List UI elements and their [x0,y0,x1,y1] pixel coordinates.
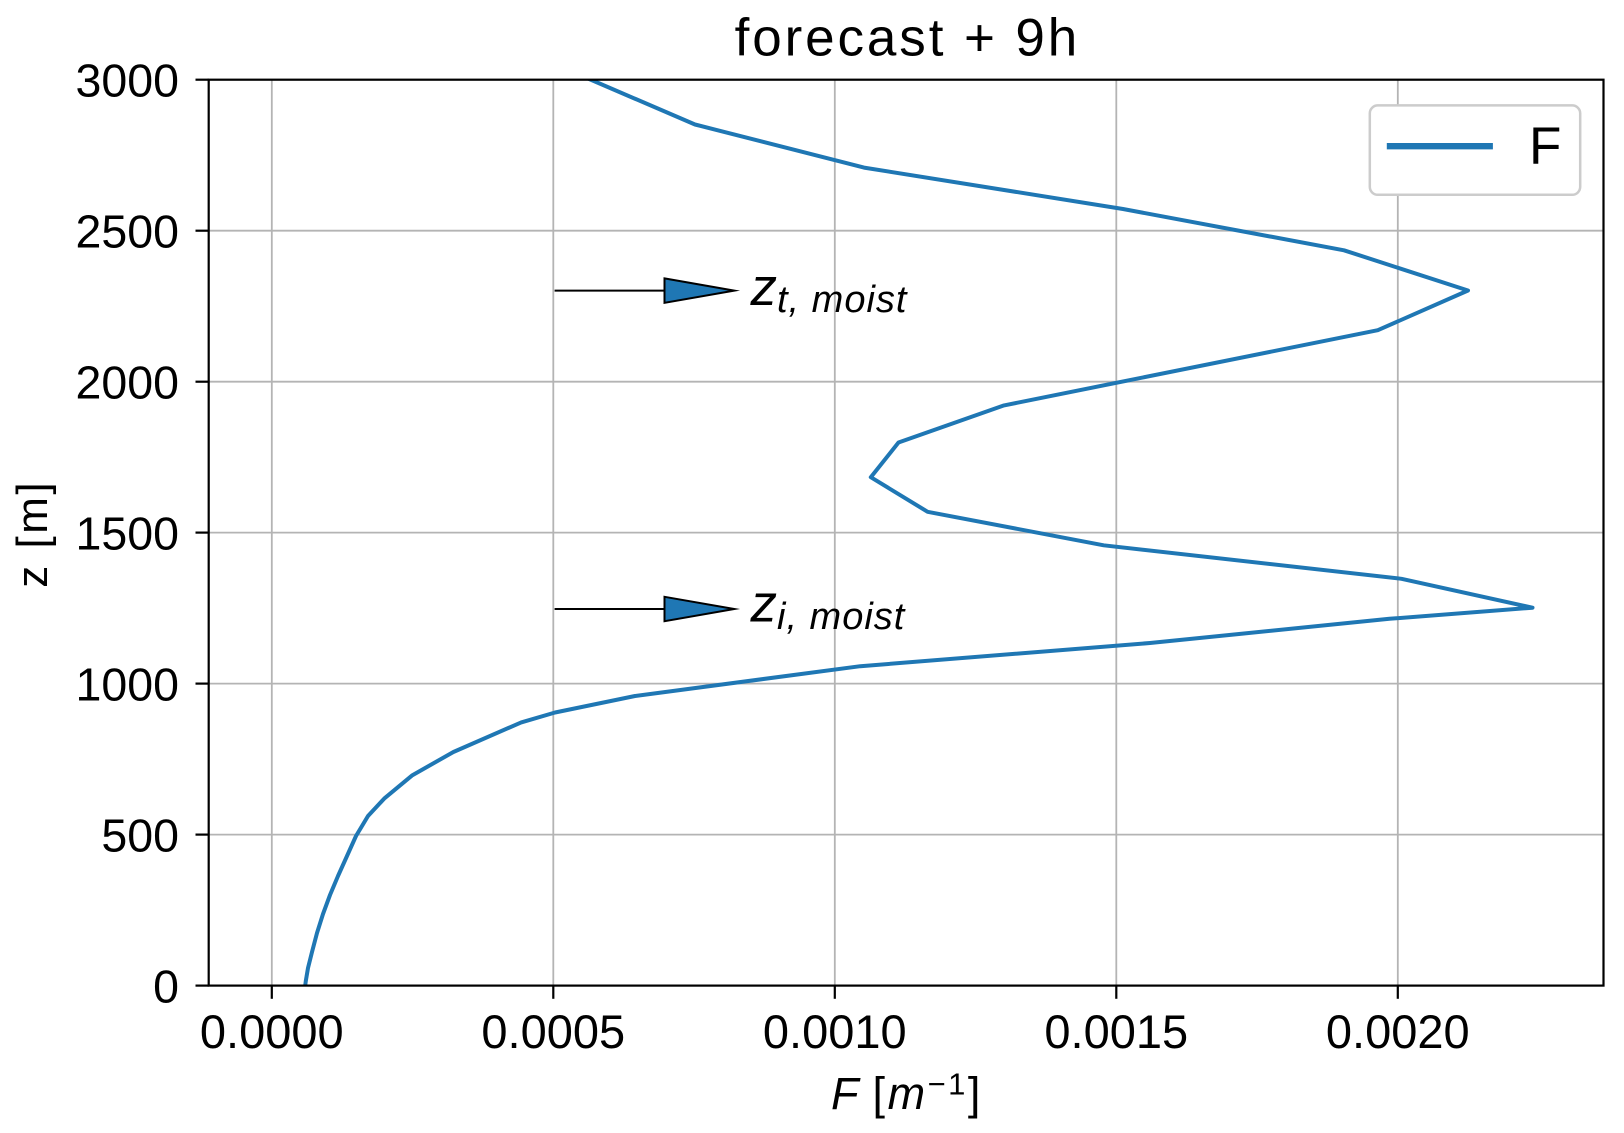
svg-text:0.0020: 0.0020 [1326,1005,1470,1058]
svg-text:0.0005: 0.0005 [481,1005,625,1058]
svg-text:F [m−1]: F [m−1] [831,1067,983,1119]
svg-text:1000: 1000 [76,659,179,711]
svg-text:0.0015: 0.0015 [1044,1005,1188,1058]
svg-text:500: 500 [101,810,179,862]
svg-text:2500: 2500 [76,206,179,258]
svg-text:F: F [1529,117,1561,176]
svg-text:0: 0 [153,961,179,1013]
svg-text:forecast + 9h: forecast + 9h [735,8,1081,67]
svg-text:z [m]: z [m] [8,480,57,588]
svg-text:0.0000: 0.0000 [200,1005,344,1058]
svg-text:0.0010: 0.0010 [763,1005,907,1058]
svg-text:1500: 1500 [76,508,179,560]
svg-text:2000: 2000 [76,357,179,409]
svg-text:3000: 3000 [76,55,179,107]
